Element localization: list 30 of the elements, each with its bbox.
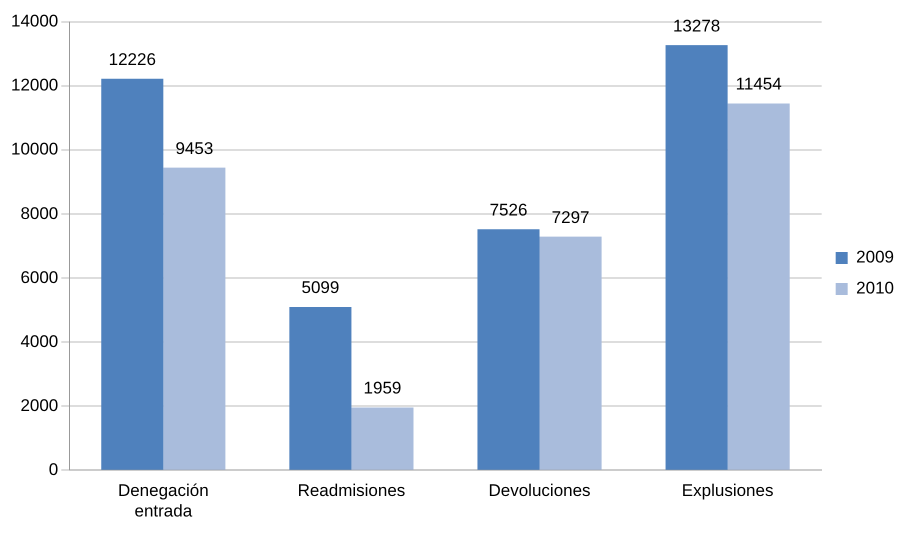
bar	[666, 45, 728, 470]
bar	[728, 104, 790, 470]
bar	[351, 407, 414, 470]
data-label: 11454	[736, 74, 782, 94]
data-label: 7526	[490, 200, 528, 220]
y-tick-label: 12000	[10, 76, 58, 95]
bar	[477, 229, 540, 470]
x-tick-label: Denegación entrada	[118, 481, 209, 520]
legend-label: 2010	[856, 278, 894, 298]
bar	[101, 78, 164, 470]
data-label: 7297	[552, 208, 590, 227]
x-tick-label: Readmisiones	[298, 481, 406, 500]
y-tick-label: 6000	[20, 268, 58, 287]
bar	[163, 168, 226, 470]
data-label: 13278	[672, 16, 720, 36]
bar	[289, 306, 352, 470]
y-tick-label: 0	[48, 460, 58, 479]
y-tick-label: 4000	[20, 332, 58, 351]
y-tick-label: 10000	[10, 140, 58, 159]
x-tick-label: Explusiones	[682, 481, 774, 500]
x-tick-label: Devoluciones	[488, 481, 591, 500]
y-tick-label: 8000	[20, 204, 58, 223]
data-label: 12226	[108, 50, 156, 69]
legend-label: 2009	[856, 248, 894, 267]
y-tick-label: 14000	[10, 12, 58, 31]
bar	[540, 236, 602, 470]
y-tick-label: 2000	[20, 396, 58, 415]
data-label: 9453	[175, 138, 214, 158]
data-label: 5099	[301, 278, 340, 298]
data-label: 1959	[364, 378, 402, 398]
